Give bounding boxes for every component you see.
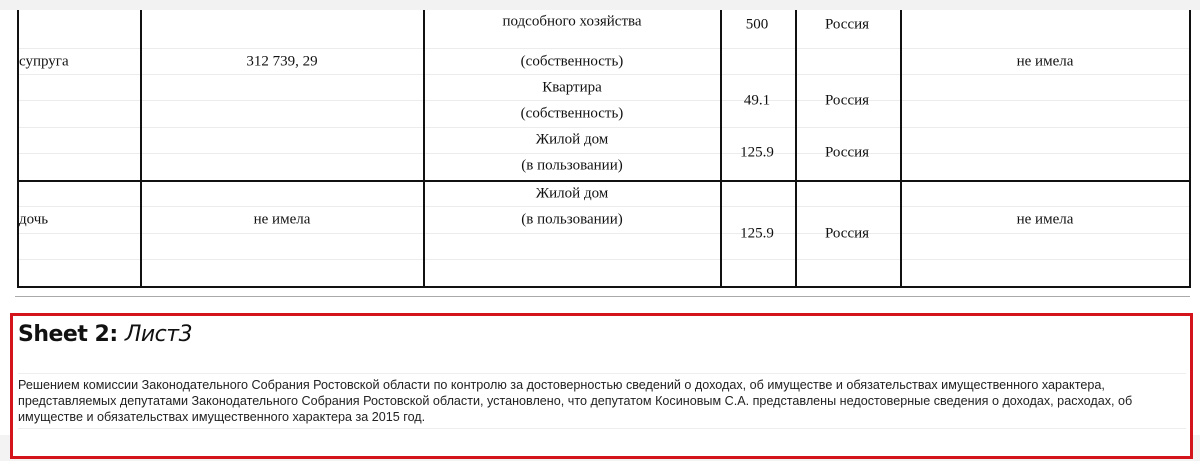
table-bottom-border: [17, 286, 1191, 288]
column-border: [423, 10, 425, 287]
object-cell: (в пользовании): [521, 211, 623, 228]
column-border: [720, 10, 722, 287]
relation-cell: дочь: [19, 211, 49, 228]
vehicles-cell: не имела: [1016, 211, 1074, 228]
country-cell: Россия: [824, 92, 870, 109]
country-cell: Россия: [824, 16, 870, 33]
row-divider: [18, 259, 1190, 260]
row-divider: [18, 48, 1190, 49]
object-cell: Жилой дом: [535, 131, 609, 148]
vehicles-cell: не имела: [1016, 53, 1074, 70]
area-cell: 125.9: [740, 144, 774, 161]
object-cell: Жилой дом: [535, 185, 609, 202]
object-cell: (собственность): [520, 105, 624, 122]
country-cell: Россия: [824, 144, 870, 161]
row-divider: [18, 233, 1190, 234]
sheet-section-highlighted: Sheet 2: Лист3 Решением комиссии Законод…: [10, 313, 1193, 459]
row-divider: [18, 74, 1190, 75]
sheet-title-prefix: Sheet 2:: [18, 322, 118, 347]
sheet-name: Лист3: [124, 322, 193, 347]
row-divider: [18, 127, 1190, 128]
column-border: [900, 10, 902, 287]
area-cell: 500: [745, 16, 769, 33]
top-toolbar-edge: [0, 0, 1200, 10]
sheet-title: Sheet 2: Лист3: [18, 322, 193, 347]
object-cell: подсобного хозяйства: [502, 13, 642, 30]
row-divider: [18, 153, 1190, 154]
column-border: [1189, 10, 1191, 287]
object-cell: (в пользовании): [521, 157, 623, 174]
object-cell: Квартира: [542, 79, 602, 96]
column-border: [17, 10, 19, 287]
row-divider: [18, 206, 1190, 207]
row-border: [17, 180, 1191, 182]
income-cell: 312 739, 29: [246, 53, 318, 70]
column-border: [795, 10, 797, 287]
relation-cell: супруга: [19, 53, 69, 70]
area-cell: 125.9: [740, 225, 774, 242]
sheet-paragraph: Решением комиссии Законодательного Собра…: [18, 373, 1186, 429]
column-border: [140, 10, 142, 287]
area-cell: 49.1: [743, 92, 771, 109]
income-cell: не имела: [253, 211, 311, 228]
row-divider: [18, 100, 1190, 101]
country-cell: Россия: [824, 225, 870, 242]
object-cell: (собственность): [520, 53, 624, 70]
sheet-separator: [15, 296, 1190, 297]
